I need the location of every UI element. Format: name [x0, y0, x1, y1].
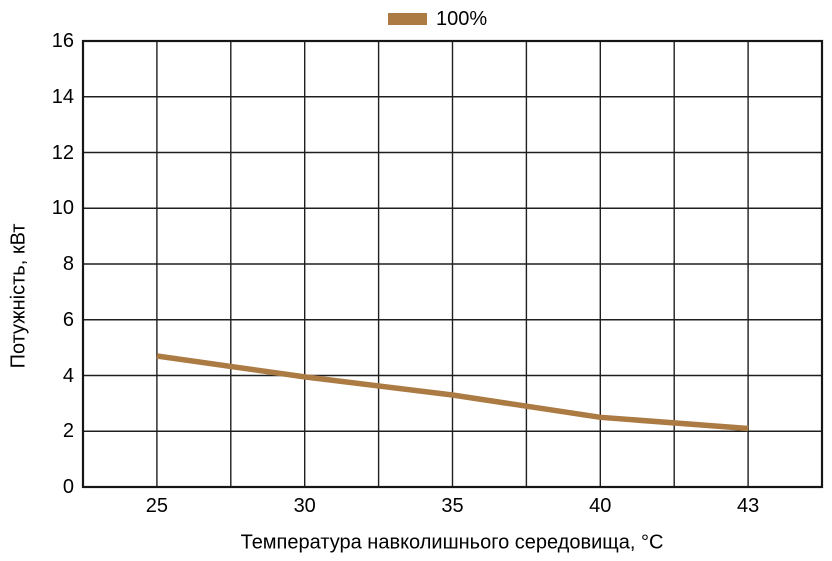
x-tick-label: 43	[736, 495, 760, 517]
y-tick-label: 10	[51, 197, 74, 220]
y-tick-label: 2	[62, 420, 74, 443]
x-axis-title: Температура навколишнього середовища, °C	[240, 531, 664, 554]
y-tick-label: 8	[62, 253, 74, 275]
legend: 100%	[388, 8, 487, 30]
x-tick-label: 35	[441, 495, 464, 517]
series-line-100%	[156, 353, 749, 432]
y-tick-label: 14	[51, 85, 74, 108]
y-tick-label: 12	[51, 141, 74, 164]
x-tick-label: 25	[145, 495, 169, 517]
legend-swatch-100-percent	[388, 13, 427, 25]
y-tick-label: 6	[62, 308, 74, 331]
y-tick-label: 16	[51, 30, 74, 52]
plot-border	[81, 39, 824, 489]
x-tick-label: 30	[293, 495, 316, 517]
y-axis-title: Потужність, кВт	[7, 223, 30, 369]
y-tick-label: 0	[62, 476, 74, 498]
x-tick-label: 40	[589, 495, 612, 517]
legend-label: 100%	[436, 8, 488, 30]
y-tick-label: 4	[62, 364, 74, 387]
